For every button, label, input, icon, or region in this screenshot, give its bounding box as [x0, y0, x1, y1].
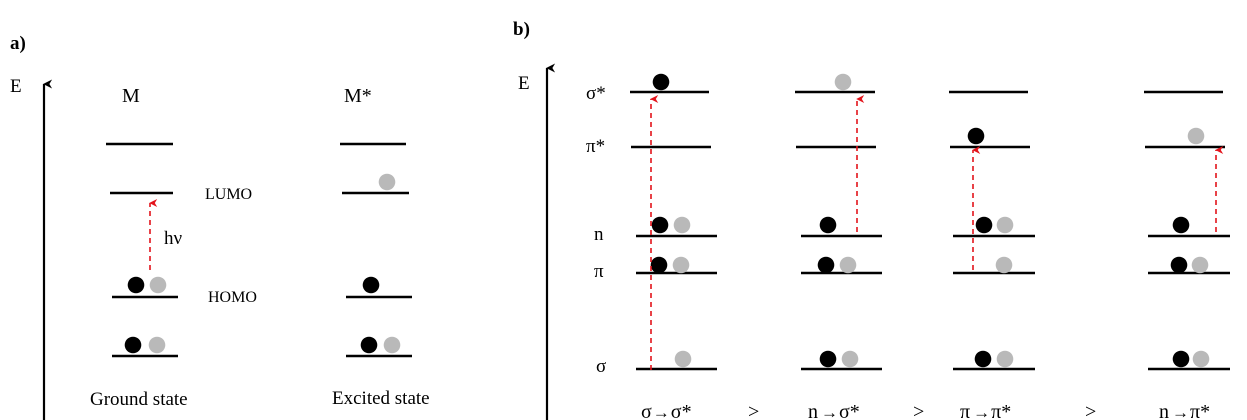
panel-a-tag: a)	[10, 33, 26, 54]
excited-state-caption: Excited state	[332, 388, 430, 409]
panel-b: b) E σ* π* n π σ	[513, 19, 1230, 420]
electron-empty	[839, 256, 857, 274]
electron-filled	[967, 127, 985, 145]
transition-label-1: σ→σ*	[641, 401, 692, 420]
panel-a: a) E M M* hν LUMO HOMO Ground state Exci…	[10, 33, 430, 420]
electron-empty	[1192, 350, 1210, 368]
transition-column-n-pi-star	[1144, 90, 1230, 371]
level-label-n: n	[594, 224, 604, 245]
homo-label: HOMO	[208, 289, 257, 306]
electron-empty	[834, 73, 852, 91]
electron-empty	[1191, 256, 1209, 274]
excited-lower-electron-empty	[383, 336, 401, 354]
level-label-sigma: σ	[596, 356, 606, 377]
ground-homo-electron-filled	[127, 276, 145, 294]
ground-state-caption: Ground state	[90, 389, 188, 410]
transition-column-sigma-sigma-star	[630, 73, 717, 371]
ground-lower-electron-filled	[124, 336, 142, 354]
ground-state-title: M	[122, 85, 140, 107]
comparator-3: >	[1085, 401, 1096, 420]
level-label-sigma-star: σ*	[586, 83, 606, 104]
photon-label: hν	[164, 228, 183, 249]
level-label-pi-star: π*	[586, 136, 605, 157]
panel-a-energy-label: E	[10, 76, 22, 97]
ground-lower-electron-empty	[148, 336, 166, 354]
comparator-1: >	[748, 401, 759, 420]
excited-homo-electron	[362, 276, 380, 294]
electron-filled	[819, 350, 837, 368]
electron-filled	[1172, 350, 1190, 368]
electron-empty	[995, 256, 1013, 274]
panel-b-tag: b)	[513, 19, 530, 40]
excited-lower-electron-filled	[360, 336, 378, 354]
electron-empty	[674, 350, 692, 368]
electron-filled	[974, 350, 992, 368]
comparator-2: >	[913, 401, 924, 420]
electron-empty	[996, 350, 1014, 368]
transition-column-pi-pi-star	[949, 90, 1035, 371]
electron-filled	[651, 216, 669, 234]
electron-filled	[819, 216, 837, 234]
electron-filled	[975, 216, 993, 234]
transition-label-4: n →π*	[1159, 401, 1210, 420]
excited-state-title: M*	[344, 85, 372, 107]
electron-empty	[672, 256, 690, 274]
level-label-pi: π	[594, 261, 604, 282]
electron-filled	[652, 73, 670, 91]
electron-filled	[650, 256, 668, 274]
excited-lumo-electron	[378, 173, 396, 191]
electron-filled	[1170, 256, 1188, 274]
transition-label-3: π →π*	[960, 401, 1011, 420]
transition-label-2: n →σ*	[808, 401, 860, 420]
electron-filled	[1172, 216, 1190, 234]
electron-empty	[841, 350, 859, 368]
panel-b-energy-label: E	[518, 73, 530, 94]
electron-filled	[817, 256, 835, 274]
lumo-label: LUMO	[205, 186, 252, 203]
ground-homo-electron-empty	[149, 276, 167, 294]
transition-column-n-sigma-star	[795, 73, 882, 371]
transition-order-row: σ→σ* > n →σ* > π →π* > n →π*	[641, 401, 1210, 420]
electron-empty	[996, 216, 1014, 234]
electron-empty	[673, 216, 691, 234]
electron-empty	[1187, 127, 1205, 145]
